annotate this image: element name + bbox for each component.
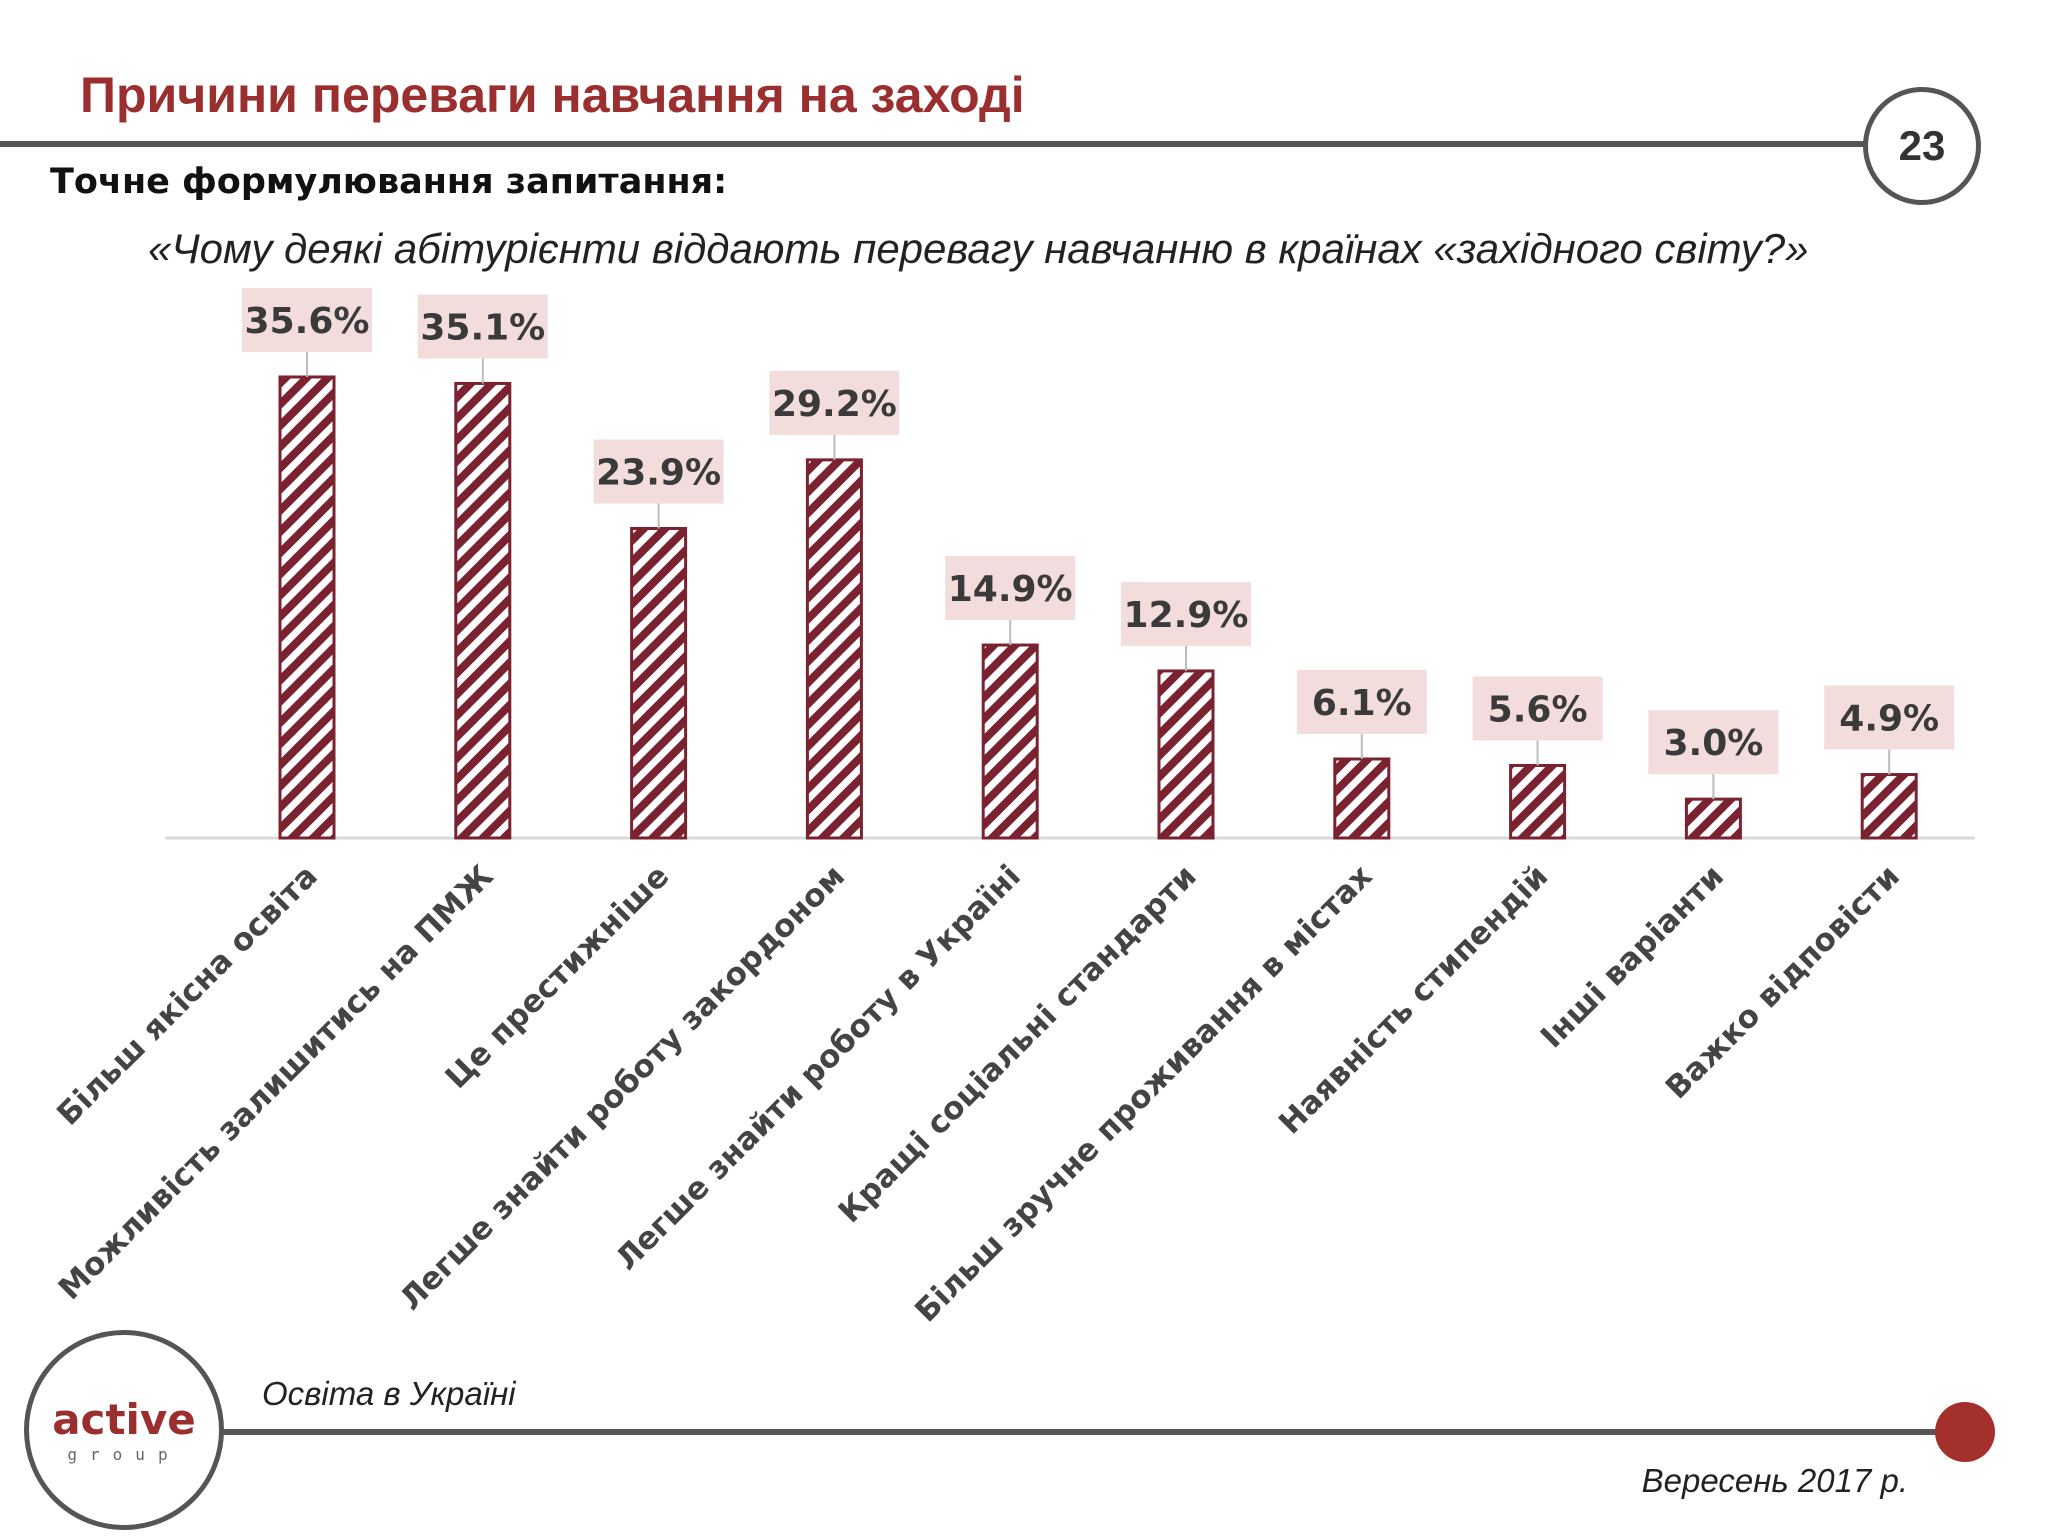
bar	[805, 458, 863, 840]
question-text: «Чому деякі абітурієнти віддають переваг…	[148, 225, 1809, 272]
data-label: 6.1%	[1312, 683, 1412, 724]
x-tick-label: Інші варіанти	[1534, 858, 1731, 1055]
data-label-box	[945, 556, 1076, 621]
x-tick-label: Легше знайти роботу в Україні	[609, 858, 1028, 1277]
data-label: 5.6%	[1488, 689, 1588, 730]
x-tick-label: Кращі соціальні стандарти	[832, 858, 1204, 1230]
data-label-box	[593, 439, 724, 504]
bar	[1157, 669, 1215, 840]
data-label-box	[1824, 685, 1955, 750]
data-label: 3.0%	[1663, 723, 1763, 764]
data-label-box	[769, 370, 900, 435]
data-label: 23.9%	[596, 452, 721, 493]
data-label: 14.9%	[948, 569, 1073, 610]
data-label-box	[1121, 581, 1251, 646]
data-label: 35.6%	[245, 301, 370, 342]
bar	[454, 381, 512, 840]
bar	[1333, 757, 1391, 840]
data-label: 35.1%	[420, 307, 545, 348]
data-label: 29.2%	[772, 384, 897, 425]
bar	[278, 375, 336, 840]
data-label-box	[1648, 710, 1779, 775]
footer-source: Освіта в Україні	[262, 1375, 516, 1412]
data-label-box	[1472, 676, 1603, 741]
data-label-box	[417, 294, 548, 359]
data-label: 12.9%	[1124, 595, 1249, 636]
data-label: 4.9%	[1839, 699, 1939, 740]
footer-accent-dot	[1935, 1402, 1995, 1462]
footer-divider	[222, 1429, 1952, 1435]
bar	[1509, 763, 1567, 840]
data-label-box	[1296, 670, 1427, 735]
page-number: 23	[1898, 122, 1946, 169]
header-divider	[0, 141, 1880, 147]
data-label-box	[242, 287, 372, 352]
bar	[981, 643, 1039, 840]
bar	[1684, 797, 1742, 840]
page-title: Причини переваги навчання на заході	[80, 67, 1025, 123]
active-group-logo: active group	[24, 1330, 224, 1530]
question-label: Точне формулювання запитання:	[50, 162, 728, 202]
logo-sub: group	[67, 1445, 181, 1464]
bar	[1860, 773, 1918, 840]
bar	[630, 526, 688, 840]
logo-word: active	[52, 1395, 196, 1444]
footer-date: Вересень 2017 р.	[1641, 1462, 1908, 1499]
page-number-badge: 23	[1863, 87, 1981, 205]
